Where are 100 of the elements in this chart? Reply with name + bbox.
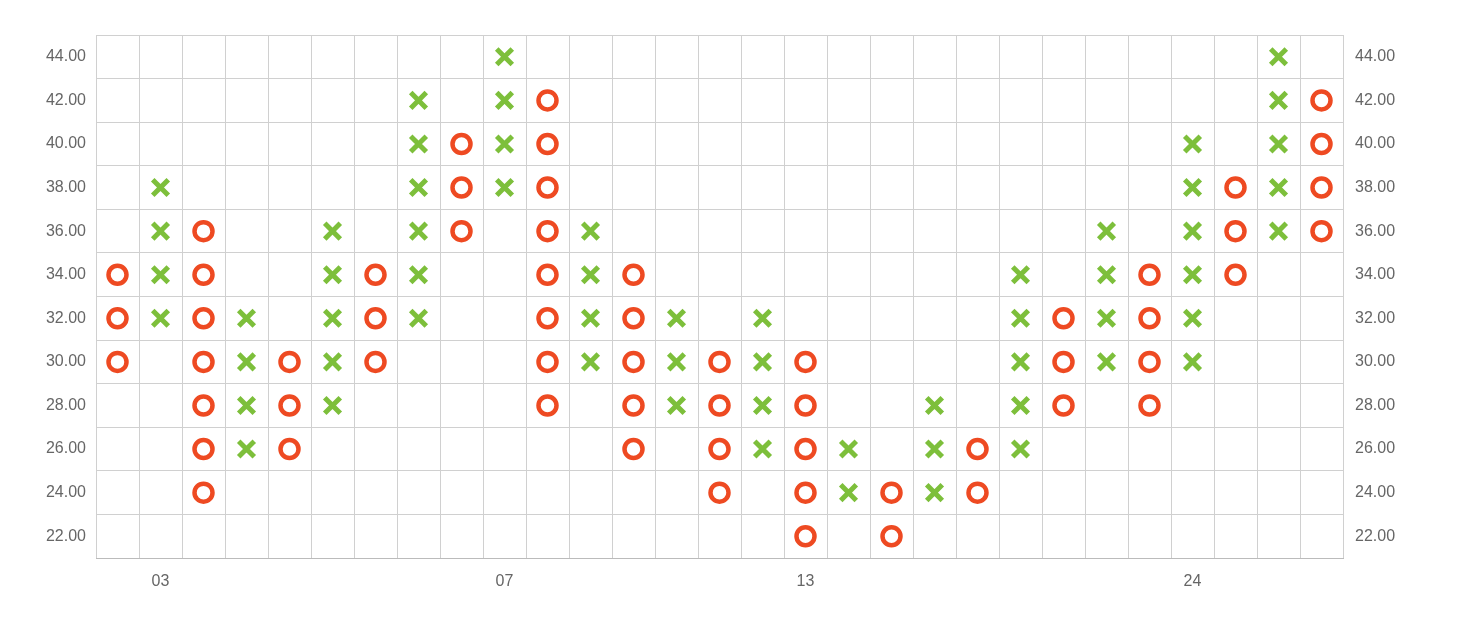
x-tick-label: 24 [1183, 572, 1202, 590]
y2-tick-label: 38.00 [1355, 177, 1396, 195]
point [494, 177, 515, 198]
point [1310, 219, 1333, 243]
y2-tick-label: 28.00 [1355, 395, 1396, 413]
point [192, 481, 215, 504]
point [966, 481, 989, 504]
point [106, 307, 129, 330]
point [622, 437, 645, 461]
point [1010, 438, 1031, 460]
point [536, 89, 559, 112]
point [708, 437, 731, 461]
point [752, 308, 773, 329]
point [150, 308, 171, 329]
point [1010, 395, 1031, 416]
y2-tick-label: 34.00 [1355, 265, 1396, 283]
point [1268, 133, 1289, 155]
point [1224, 219, 1247, 243]
point [752, 395, 773, 416]
point [794, 350, 817, 374]
point [236, 395, 257, 416]
point [150, 264, 171, 285]
y2-tick-label: 30.00 [1355, 352, 1396, 370]
y-tick-label: 40.00 [45, 134, 87, 152]
point [838, 438, 859, 460]
point [1096, 264, 1117, 285]
point [880, 481, 903, 504]
point [408, 90, 429, 111]
y2-tick-label: 42.00 [1355, 90, 1396, 108]
point [192, 350, 215, 374]
point [1182, 264, 1203, 285]
point [408, 220, 429, 242]
y-tick-label: 24.00 [45, 483, 87, 501]
point [106, 350, 129, 374]
point [1096, 220, 1117, 242]
point [450, 176, 473, 199]
y-tick-label: 44.00 [45, 47, 87, 65]
point [1096, 351, 1117, 373]
point [408, 177, 429, 198]
point [364, 263, 387, 286]
y-tick-label: 22.00 [45, 526, 87, 544]
x-tick-label: 13 [796, 572, 815, 590]
point [494, 133, 515, 155]
point [106, 263, 129, 286]
point [1182, 177, 1203, 198]
point [536, 176, 559, 199]
point [622, 350, 645, 374]
point [1310, 132, 1333, 156]
point [794, 524, 817, 548]
point [1224, 263, 1247, 286]
point [408, 264, 429, 285]
point [924, 482, 945, 503]
y-tick-label: 32.00 [45, 308, 87, 326]
point [1138, 263, 1161, 286]
point [1052, 350, 1075, 374]
point [364, 307, 387, 330]
point [192, 394, 215, 417]
point [536, 350, 559, 374]
point [322, 395, 343, 416]
point [1182, 133, 1203, 155]
point [278, 437, 301, 461]
point [1224, 176, 1247, 199]
y-tick-label: 34.00 [45, 265, 87, 283]
point [580, 220, 601, 242]
point [322, 220, 343, 242]
y-tick-label: 38.00 [45, 177, 87, 195]
y-tick-label: 30.00 [45, 352, 87, 370]
y2-tick-label: 22.00 [1355, 526, 1396, 544]
point [966, 437, 989, 461]
point [236, 351, 257, 373]
point [794, 481, 817, 504]
point [708, 350, 731, 374]
point [666, 395, 687, 416]
point [1010, 264, 1031, 285]
point [622, 307, 645, 330]
point [450, 219, 473, 243]
point [794, 394, 817, 417]
point [1182, 308, 1203, 329]
point [192, 437, 215, 461]
x-tick-label: 03 [151, 572, 170, 590]
point [536, 219, 559, 243]
point [794, 437, 817, 461]
y2-tick-label: 44.00 [1355, 47, 1396, 65]
y-tick-label: 42.00 [45, 90, 87, 108]
point [1268, 220, 1289, 242]
point [880, 524, 903, 548]
point [1138, 307, 1161, 330]
point [494, 90, 515, 111]
y2-tick-label: 26.00 [1355, 439, 1396, 457]
point [1182, 351, 1203, 373]
point [450, 132, 473, 156]
point [192, 263, 215, 286]
point [708, 394, 731, 417]
point [580, 308, 601, 329]
point [536, 132, 559, 156]
point [1310, 89, 1333, 112]
point [666, 351, 687, 373]
point [1052, 394, 1075, 417]
point [924, 438, 945, 460]
point [838, 482, 859, 503]
